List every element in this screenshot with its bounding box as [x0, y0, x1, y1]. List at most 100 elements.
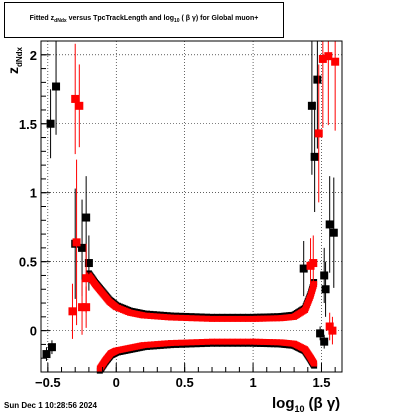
y-tick-label: 1.5 — [19, 117, 37, 132]
band-marker — [224, 315, 231, 322]
band-marker — [224, 338, 231, 345]
data-bands — [85, 270, 318, 374]
x-tick-label: −0.5 — [35, 375, 61, 390]
band-marker — [198, 315, 205, 322]
x-tick-label: 0 — [113, 375, 120, 390]
band-marker — [198, 339, 205, 346]
band-marker — [274, 315, 281, 322]
chart-title: Fitted zdNdx versus TpcTrackLength and l… — [29, 15, 259, 24]
band-marker — [263, 315, 270, 322]
band-marker — [267, 339, 274, 346]
data-point — [78, 303, 87, 312]
band-marker — [234, 338, 241, 345]
data-point — [72, 238, 81, 247]
y-tick-label: 0.5 — [19, 255, 37, 270]
band-marker — [203, 315, 210, 322]
data-point — [321, 285, 330, 294]
y-tick-label: 0 — [30, 324, 37, 339]
data-point — [320, 337, 329, 346]
data-point — [313, 75, 322, 84]
band-marker — [193, 315, 200, 322]
band-marker — [193, 339, 200, 346]
band-marker — [150, 341, 157, 348]
band-marker — [260, 315, 267, 322]
band-marker — [157, 340, 164, 347]
band-marker — [209, 315, 216, 322]
band-marker — [250, 315, 257, 322]
data-point — [82, 213, 91, 222]
data-point — [42, 350, 51, 359]
data-point — [324, 52, 333, 61]
band-marker — [183, 315, 190, 322]
y-tick-label: 1 — [30, 186, 37, 201]
band-marker — [161, 314, 168, 321]
band-marker — [267, 315, 274, 322]
band-marker — [239, 315, 246, 322]
band-marker — [147, 312, 154, 319]
y-axis-label: zdNdx — [5, 46, 24, 74]
x-axis-label: log10 (β γ) — [272, 395, 340, 414]
footer-timestamp: Sun Dec 1 10:28:56 2024 — [4, 401, 97, 410]
band-marker — [188, 339, 195, 346]
data-point — [316, 329, 325, 338]
data-point — [325, 322, 334, 331]
band-marker — [183, 339, 190, 346]
band-marker — [244, 338, 251, 345]
band-marker — [164, 314, 171, 321]
band-marker — [250, 338, 257, 345]
band-marker — [274, 339, 281, 346]
band-marker — [311, 281, 318, 288]
band-marker — [167, 314, 174, 321]
data-point — [329, 228, 338, 237]
x-tick-label: 0.5 — [176, 375, 194, 390]
grid — [41, 41, 342, 372]
chart-title-box: Fitted zdNdx versus TpcTrackLength and l… — [4, 2, 284, 38]
band-marker — [311, 360, 318, 367]
band-marker — [256, 338, 263, 345]
band-marker — [164, 340, 171, 347]
data-point — [71, 94, 80, 103]
axis-labels: log10 (β γ) zdNdx — [5, 46, 340, 414]
band-marker — [219, 315, 226, 322]
band-marker — [270, 339, 277, 346]
data-point — [307, 101, 316, 110]
band-marker — [239, 338, 246, 345]
band-marker — [157, 313, 164, 320]
y-tick-label: 2 — [30, 48, 37, 63]
data-point — [84, 259, 93, 268]
data-point — [52, 82, 61, 91]
data-point — [47, 343, 56, 352]
data-point — [310, 152, 319, 161]
band-marker — [167, 340, 174, 347]
data-point — [331, 57, 340, 66]
band-marker — [140, 342, 147, 349]
data-point — [320, 271, 329, 280]
band-marker — [234, 315, 241, 322]
band-marker — [270, 315, 277, 322]
band-marker — [173, 314, 180, 321]
band-marker — [144, 312, 151, 319]
data-point — [299, 264, 308, 273]
band-marker — [178, 314, 185, 321]
band-marker — [150, 313, 157, 320]
x-tick-label: 1 — [249, 375, 256, 390]
band-marker — [214, 315, 221, 322]
data-point — [46, 119, 55, 128]
band-marker — [188, 315, 195, 322]
band-marker — [219, 338, 226, 345]
band-marker — [140, 312, 147, 319]
data-point — [78, 243, 87, 252]
band-marker — [256, 315, 263, 322]
band-marker — [209, 338, 216, 345]
data-point — [82, 274, 91, 283]
data-points — [42, 41, 340, 361]
band-marker — [147, 341, 154, 348]
band-marker — [263, 339, 270, 346]
data-point — [318, 54, 327, 63]
data-point — [328, 326, 337, 335]
data-point — [309, 259, 318, 268]
data-point — [75, 101, 84, 110]
band-marker — [253, 315, 260, 322]
band-marker — [244, 315, 251, 322]
